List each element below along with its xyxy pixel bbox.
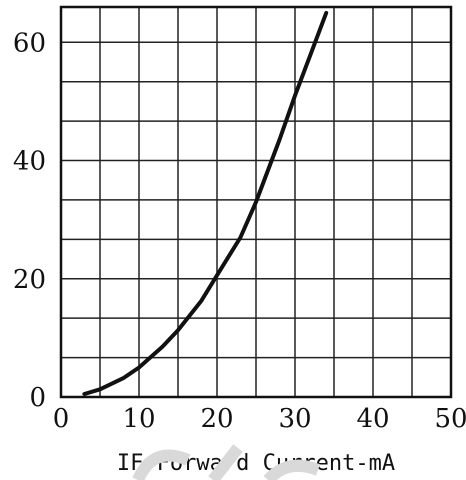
series-line-0 bbox=[82, 10, 329, 396]
plot-frame bbox=[59, 5, 453, 399]
y-tick-label: 60 bbox=[13, 28, 46, 58]
x-tick-labels: 0 10 20 30 40 50 bbox=[53, 404, 466, 434]
x-tick-label: 30 bbox=[278, 404, 311, 434]
x-tick-label: 0 bbox=[53, 404, 70, 434]
y-tick-labels: 0 20 40 60 bbox=[13, 28, 46, 413]
x-axis-label: IF-Forward Current-mA bbox=[117, 451, 395, 476]
y-tick-label: 40 bbox=[13, 147, 46, 177]
x-tick-label: 20 bbox=[200, 404, 233, 434]
x-tick-label: 50 bbox=[434, 404, 466, 434]
y-tick-label: 20 bbox=[13, 265, 46, 295]
x-tick-label: 10 bbox=[122, 404, 155, 434]
series-layer bbox=[82, 10, 329, 396]
x-tick-label: 40 bbox=[356, 404, 389, 434]
y-tick-label: 0 bbox=[29, 383, 46, 413]
